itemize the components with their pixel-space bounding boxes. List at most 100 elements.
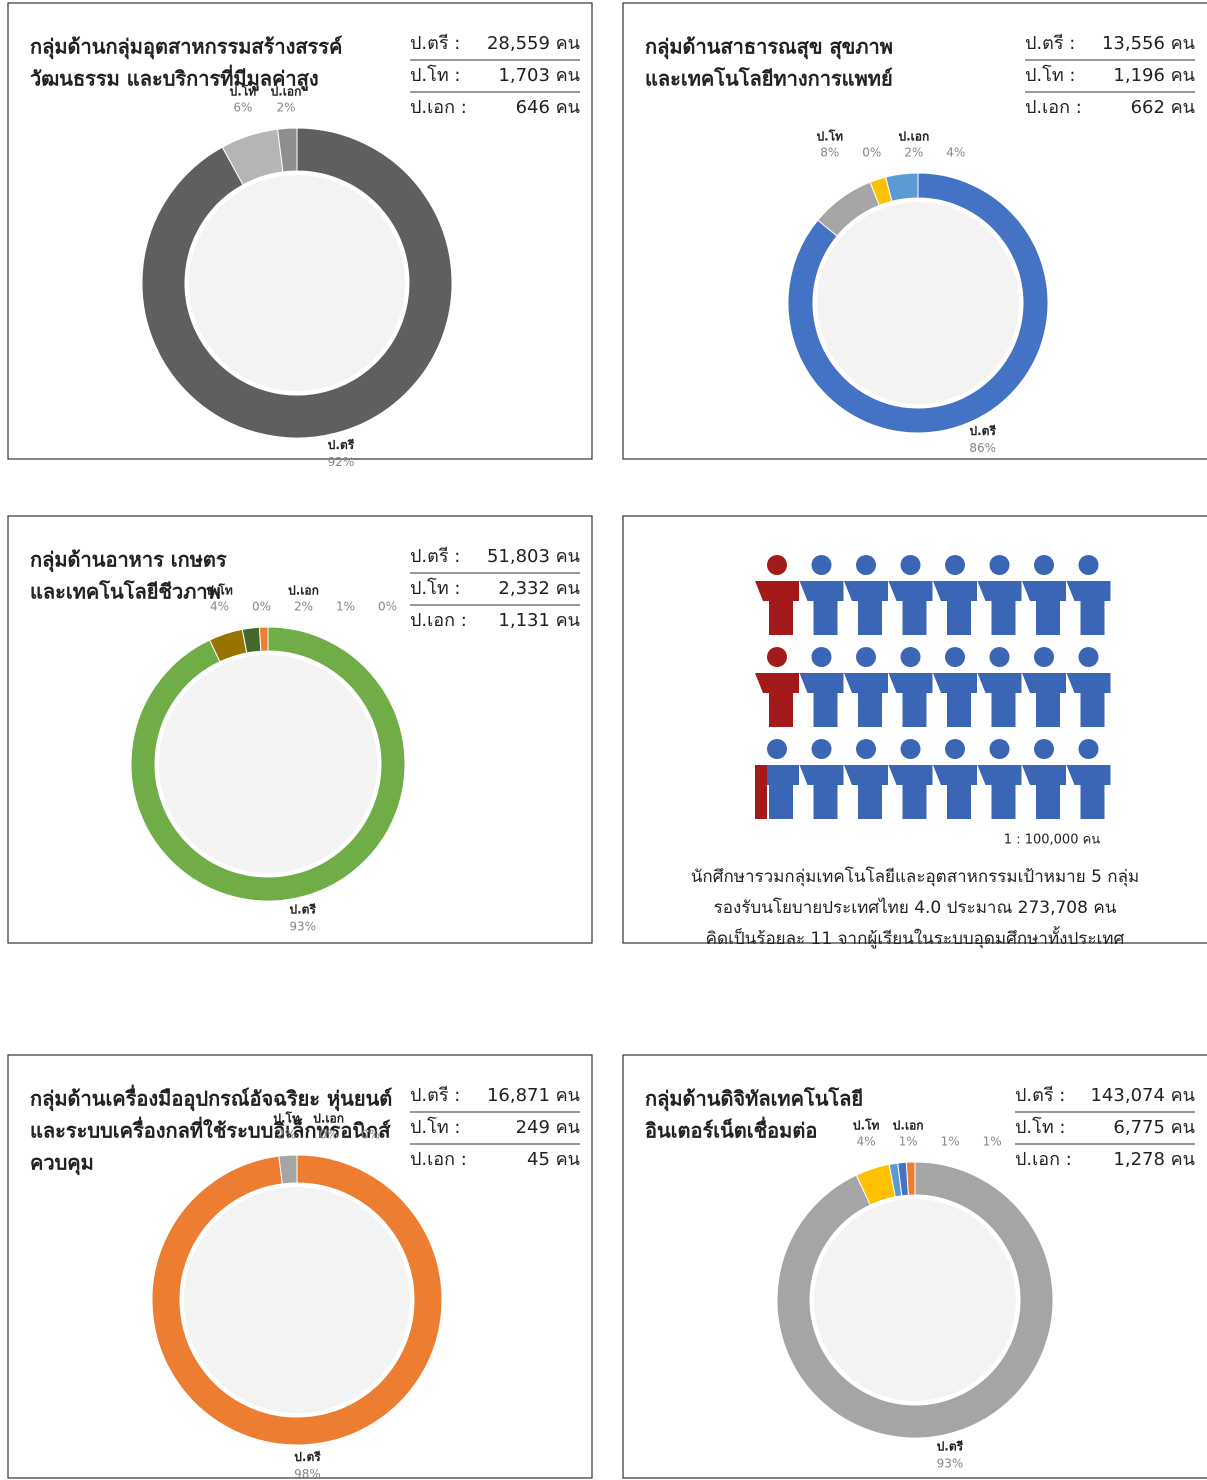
figure-body [1022,673,1066,727]
figure-body [977,673,1022,727]
slice [141,127,453,439]
summary-line: คิดเป็นร้อยละ 11 จากผู้เรียนในระบบอุดมศึ… [706,926,1125,949]
figure-body [844,673,888,727]
figure-body [844,765,888,819]
slice-name: ป.ตรี [294,1450,321,1464]
slice-name: ป.โท [273,1111,300,1126]
figure-head [1034,555,1054,575]
slice-name: ป.เอก [893,1119,924,1133]
figure-body [1066,581,1111,635]
slice-label: 1% [899,1135,918,1149]
figure-head [945,739,965,759]
slice-label: 2% [277,1128,296,1142]
slice-label: 1% [336,600,355,614]
figure-head [856,555,876,575]
figure-body [888,765,933,819]
slice-label: 0% [378,600,397,614]
slice [130,626,406,902]
summary-line: รองรับนโยบายประเทศไทย 4.0 ประมาณ 273,708… [714,897,1117,918]
pictogram [755,555,1111,819]
stat-value: 249 คน [516,1117,580,1138]
slice [277,127,298,173]
stat-value: 16,871 คน [487,1085,580,1106]
slice-name: ป.ตรี [289,903,316,917]
figure-body [844,581,888,635]
figure-body [1022,765,1066,819]
center-art [817,202,1019,404]
slice-name: ป.ตรี [970,424,997,438]
stat-label: ป.โท : [410,64,460,86]
stat-value: 1,196 คน [1113,65,1195,86]
figure-head [767,647,787,667]
slice-name: ป.โท [853,1118,880,1133]
slice-name: ป.เอก [313,1112,344,1126]
slice-label: 2% [276,101,295,115]
slice-label: 93% [289,920,316,934]
slice [885,172,919,202]
figure-body [799,765,844,819]
chart-title: กลุ่มด้านสาธารณสุข สุขภาพ [645,35,893,60]
slice-name: ป.โท [230,84,257,99]
figure-body [1022,581,1066,635]
slice [776,1161,1054,1439]
chart-title: กลุ่มด้านกลุ่มอุตสาหกรรมสร้างสรรค์ [30,35,342,60]
chart-title: กลุ่มด้านอาหาร เกษตร [30,548,227,573]
stat-label: ป.เอก : [410,610,467,631]
slice-label: 1% [941,1135,960,1149]
slice-label: 0% [862,146,881,160]
figure-body [755,581,799,635]
figure-body [933,765,977,819]
slice [905,1161,916,1196]
slice-label: 92% [328,455,355,469]
chart-title: อินเตอร์เน็ตเชื่อมต่อ [645,1116,817,1143]
slice-label: 4% [210,600,229,614]
slice-name: ป.ตรี [328,438,355,452]
slice-label: 93% [937,1457,964,1471]
slice-label: 1% [983,1135,1002,1149]
summary-line: นักศึกษารวมกลุ่มเทคโนโลยีและอุตสาหกรรมเป… [691,866,1139,887]
figure-head [989,739,1010,759]
slice-name: ป.โท [817,129,844,144]
figure-head [945,555,965,575]
stat-value: 143,074 คน [1090,1085,1195,1106]
stat-label: ป.โท : [410,1116,460,1138]
figure-body [1066,673,1111,727]
figure-head [1034,739,1054,759]
figure-head [1078,647,1099,667]
figure-body [933,673,977,727]
slice [278,1154,298,1185]
stat-label: ป.เอก : [410,97,467,118]
stat-value: 662 คน [1131,97,1195,118]
figure-body [755,673,799,727]
stat-label: ป.ตรี : [410,1085,460,1106]
slice-label: 0% [252,600,271,614]
figure-body [933,581,977,635]
chart-title: และระบบเครื่องกลที่ใช้ระบบอิเล็กทรอนิกส์ [30,1116,391,1143]
chart-title: ควบคุม [30,1151,94,1176]
figure-body [888,581,933,635]
figure-body [888,673,933,727]
scale-note: 1 : 100,000 คน [1004,833,1101,848]
figure-head [1078,555,1099,575]
figure-body [1066,765,1111,819]
stat-value: 1,278 คน [1113,1149,1195,1170]
slice-label: 98% [294,1467,321,1480]
figure-head [900,739,921,759]
slice-label: 2% [294,600,313,614]
chart-title: และเทคโนโลยีชีวภาพ [30,580,221,604]
figure-head [767,739,787,759]
figure-head [856,647,876,667]
stat-label: ป.เอก : [1025,97,1082,118]
stat-value: 13,556 คน [1102,33,1195,54]
slice-name: ป.ตรี [937,1440,964,1454]
center-art [184,1187,410,1413]
figure-head [1078,739,1099,759]
figure-head [811,647,832,667]
stat-label: ป.เอก : [1015,1149,1072,1170]
stat-label: ป.เอก : [410,1149,467,1170]
figure-head [811,555,832,575]
stat-label: ป.โท : [1015,1116,1065,1138]
figure-head [900,647,921,667]
stat-value: 51,803 คน [487,546,580,567]
